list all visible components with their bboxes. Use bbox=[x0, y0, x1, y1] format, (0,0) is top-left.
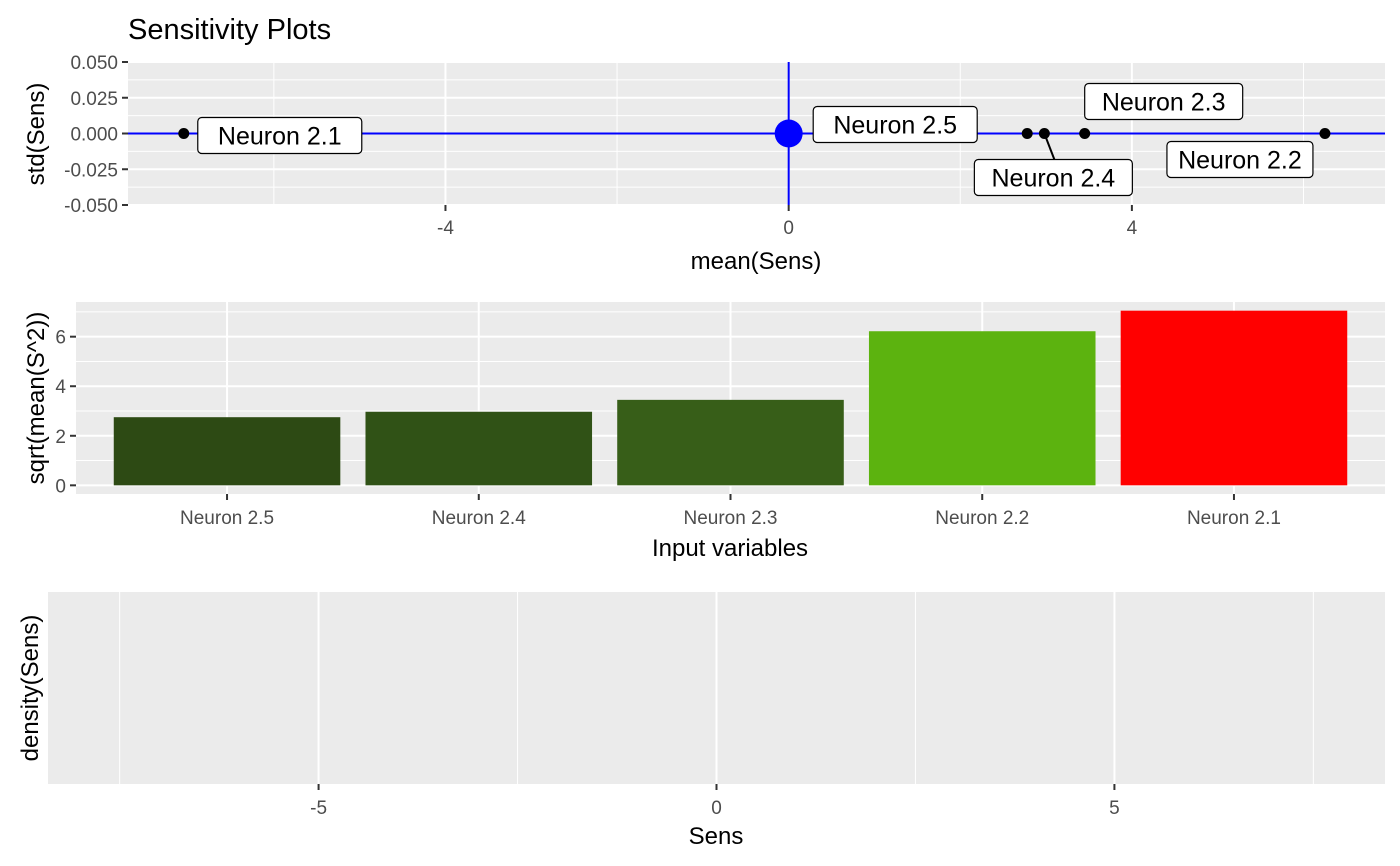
scatter-ticks: -4 0 4 -0.050 -0.025 0.000 0.025 0.050 bbox=[64, 53, 1137, 239]
bar-category-label: Neuron 2.5 bbox=[180, 508, 274, 529]
scatter-point-neuron-2-3 bbox=[1079, 128, 1091, 139]
bar-neuron-2-5 bbox=[113, 417, 341, 486]
scatter-panel: Neuron 2.1 Neuron 2.2 Neuron 2.3 Neuron 2.4… bbox=[23, 53, 1385, 275]
bar-category-label: Neuron 2.3 bbox=[683, 508, 777, 529]
point-label-box bbox=[1084, 82, 1244, 121]
scatter-y-axis-title: std(Sens) bbox=[23, 83, 50, 186]
point-label-neuron-2-3: Neuron 2.3 bbox=[1102, 89, 1226, 117]
chart-title: Sensitivity Plots bbox=[128, 14, 331, 46]
bar-y-axis-title: sqrt(mean(S^2)) bbox=[23, 312, 50, 485]
point-label-neuron-2-1: Neuron 2.1 bbox=[218, 123, 342, 151]
bar-panel: Neuron 2.5 Neuron 2.4 Neuron 2.3 Neuron 2.2… bbox=[23, 302, 1385, 562]
scatter-y-tick-label: -0.025 bbox=[64, 160, 118, 181]
scatter-x-tick-label: 4 bbox=[1127, 218, 1138, 239]
scatter-y-tick-label: 0.000 bbox=[70, 125, 118, 146]
scatter-point-neuron-2-5 bbox=[1021, 128, 1033, 139]
density-x-tick-label: -5 bbox=[310, 798, 327, 819]
bar-neuron-2-3 bbox=[617, 399, 844, 486]
bar-neuron-2-4 bbox=[365, 411, 593, 486]
bar-category-label: Neuron 2.4 bbox=[432, 508, 526, 529]
bar-neuron-2-1 bbox=[1120, 310, 1348, 486]
bar-category-label: Neuron 2.2 bbox=[935, 508, 1029, 529]
scatter-point-neuron-2-4 bbox=[1038, 128, 1050, 139]
scatter-y-tick-label: 0.025 bbox=[70, 89, 118, 110]
bar-y-tick-label: 6 bbox=[55, 328, 66, 349]
point-label-neuron-2-4: Neuron 2.4 bbox=[992, 165, 1116, 193]
density-x-tick-label: 0 bbox=[711, 798, 722, 819]
bars bbox=[113, 310, 1348, 486]
scatter-y-tick-label: -0.050 bbox=[64, 196, 118, 217]
point-label-neuron-2-5: Neuron 2.5 bbox=[833, 112, 957, 140]
density-ticks: -5 0 5 bbox=[310, 784, 1120, 819]
point-label-box bbox=[197, 116, 363, 155]
bar-neuron-2-2 bbox=[868, 331, 1096, 486]
scatter-point-neuron-2-1 bbox=[178, 128, 190, 139]
bar-y-tick-label: 0 bbox=[55, 476, 66, 497]
bar-x-axis-title: Input variables bbox=[652, 535, 808, 562]
density-x-axis-title: Sens bbox=[689, 823, 744, 850]
bar-y-tick-label: 4 bbox=[55, 377, 66, 398]
bar-ticks: Neuron 2.5 Neuron 2.4 Neuron 2.3 Neuron 2.2… bbox=[55, 328, 1281, 529]
scatter-point-neuron-2-2 bbox=[1319, 128, 1331, 139]
point-label-box bbox=[1166, 140, 1314, 179]
point-label-neuron-2-2: Neuron 2.2 bbox=[1178, 147, 1302, 175]
density-x-tick-label: 5 bbox=[1109, 798, 1120, 819]
point-label-box bbox=[812, 105, 978, 144]
bar-y-tick-label: 2 bbox=[55, 427, 66, 448]
origin-marker bbox=[774, 119, 803, 148]
scatter-x-axis-title: mean(Sens) bbox=[691, 248, 822, 275]
point-label-box bbox=[973, 158, 1133, 197]
scatter-x-tick-label: 0 bbox=[783, 218, 794, 239]
scatter-x-tick-label: -4 bbox=[437, 218, 454, 239]
scatter-y-tick-label: 0.050 bbox=[70, 53, 118, 74]
density-y-axis-title: density(Sens) bbox=[17, 615, 44, 762]
density-gridlines bbox=[119, 592, 1314, 784]
density-panel: -5 0 5 Sens density(Sens) bbox=[17, 592, 1385, 850]
scatter-points: Neuron 2.1 Neuron 2.2 Neuron 2.3 Neuron 2.4… bbox=[178, 82, 1331, 197]
bar-category-label: Neuron 2.1 bbox=[1187, 508, 1281, 529]
